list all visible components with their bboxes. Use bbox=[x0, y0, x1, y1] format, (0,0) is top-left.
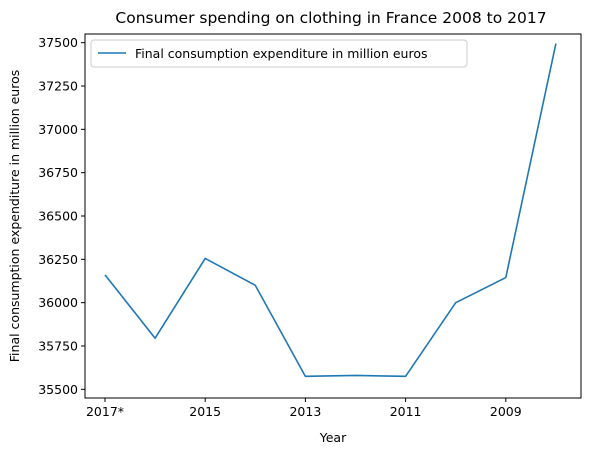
y-tick-label: 35500 bbox=[38, 382, 78, 397]
y-tick-label: 36250 bbox=[38, 252, 78, 267]
y-tick-label: 35750 bbox=[38, 339, 78, 354]
x-tick-label: 2017* bbox=[86, 404, 124, 419]
y-tick-label: 37500 bbox=[38, 35, 78, 50]
y-tick-label: 37250 bbox=[38, 79, 78, 94]
y-tick-label: 36500 bbox=[38, 209, 78, 224]
x-axis: 2017* 2015 2013 2011 2009 bbox=[86, 398, 522, 419]
y-tick-label: 37000 bbox=[38, 122, 78, 137]
series-layer bbox=[104, 43, 557, 378]
x-tick-label: 2015 bbox=[189, 404, 221, 419]
chart-title: Consumer spending on clothing in France … bbox=[115, 9, 546, 27]
y-axis-label: Final consumption expenditure in million… bbox=[7, 70, 22, 362]
x-tick-label: 2009 bbox=[490, 404, 522, 419]
legend-label: Final consumption expenditure in million… bbox=[135, 46, 427, 61]
y-axis: 35500 35750 36000 36250 36500 36750 37000 37250… bbox=[38, 35, 85, 397]
x-axis-label: Year bbox=[319, 430, 347, 445]
x-tick-label: 2011 bbox=[390, 404, 422, 419]
y-tick-label: 36750 bbox=[38, 165, 78, 180]
series-line bbox=[104, 43, 557, 378]
legend-box bbox=[90, 39, 468, 68]
plot-frame bbox=[84, 33, 582, 399]
legend: Final consumption expenditure in million… bbox=[90, 39, 468, 68]
x-tick-label: 2013 bbox=[289, 404, 321, 419]
y-tick-label: 36000 bbox=[38, 295, 78, 310]
